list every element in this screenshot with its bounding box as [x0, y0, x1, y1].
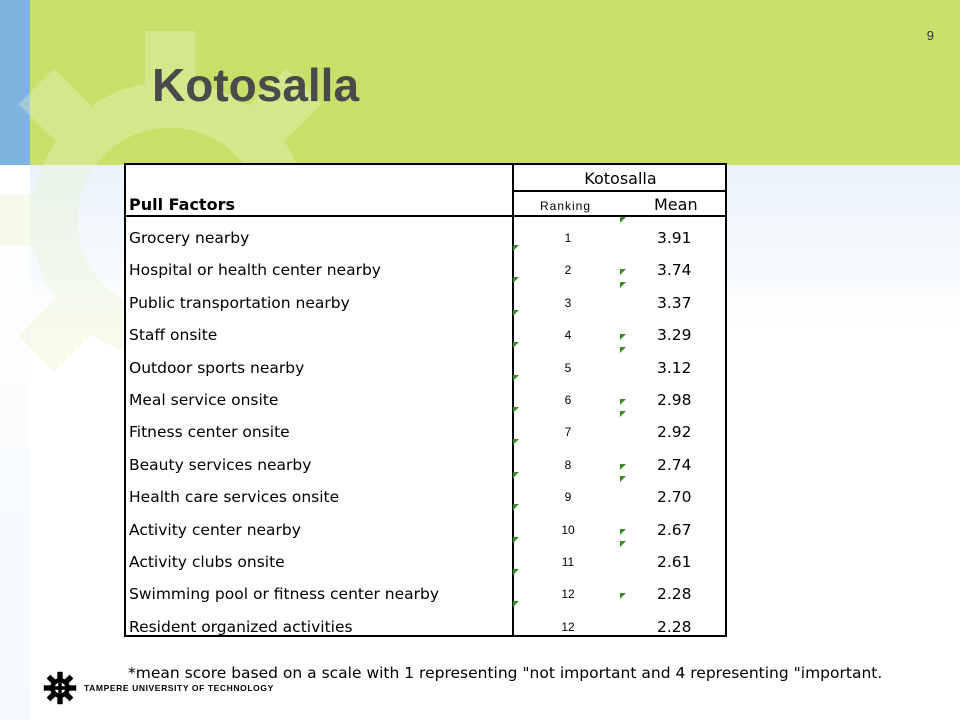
table-row: Swimming pool or fitness center nearby 12…: [126, 579, 725, 611]
mean-cell: 2.92: [657, 423, 692, 442]
ranking-column-header: Ranking: [540, 199, 592, 213]
table-row: Activity center nearby 10 2.67: [126, 515, 725, 547]
footnote: *mean score based on a scale with 1 repr…: [128, 664, 883, 682]
table-row: Staff onsite 4 3.29: [126, 320, 725, 352]
cell-marker-icon: [513, 407, 519, 413]
mean-cell: 2.98: [657, 391, 692, 409]
cell-marker-icon: [620, 528, 626, 535]
mean-cell: 2.61: [657, 553, 692, 571]
ranking-cell: 12: [561, 619, 575, 634]
table-row: Meal service onsite 6 2.98: [126, 385, 725, 417]
cell-marker-icon: [620, 541, 626, 547]
mean-cell: 2.74: [657, 455, 692, 474]
factor-cell: Resident organized activities: [129, 617, 353, 636]
table-row: Health care services onsite 9 2.70: [126, 476, 725, 514]
factor-cell: Grocery nearby: [129, 229, 250, 247]
cell-marker-icon: [513, 471, 519, 478]
factor-cell: Beauty services nearby: [129, 455, 312, 474]
table-row: Fitness center onsite 7 2.92: [126, 411, 725, 449]
university-name: TAMPERE UNIVERSITY OF TECHNOLOGY: [84, 683, 274, 693]
factor-cell: Staff onsite: [129, 326, 218, 345]
table-row: Activity clubs onsite 11 2.61: [126, 541, 725, 579]
slide-number: 9: [926, 28, 934, 43]
factor-cell: Meal service onsite: [129, 391, 279, 409]
group-header: Kotosalla: [514, 165, 727, 192]
factor-cell: Activity center nearby: [129, 520, 301, 539]
mean-cell: 3.91: [657, 229, 692, 247]
slide-title: Kotosalla: [152, 59, 360, 111]
factor-cell: Hospital or health center nearby: [129, 261, 381, 280]
ranking-cell: 9: [564, 490, 572, 505]
ranking-cell: 6: [564, 393, 572, 407]
cell-marker-icon: [513, 439, 519, 446]
cell-marker-icon: [620, 334, 626, 341]
cell-marker-icon: [513, 245, 519, 251]
side-stripe: [0, 0, 30, 165]
mean-column-header: Mean: [654, 195, 698, 214]
mean-cell: 2.28: [657, 617, 692, 636]
side-stripe-lower: [0, 165, 30, 720]
ranking-cell: 11: [561, 555, 575, 569]
mean-cell: 2.67: [657, 520, 692, 539]
cell-marker-icon: [620, 269, 626, 276]
cell-marker-icon: [620, 476, 626, 483]
cell-marker-icon: [620, 346, 626, 353]
column-divider: [512, 165, 514, 635]
cell-marker-icon: [513, 342, 519, 349]
factor-cell: Swimming pool or fitness center nearby: [129, 585, 440, 604]
cell-marker-icon: [620, 217, 626, 223]
mean-cell: 2.70: [657, 488, 692, 507]
ranking-cell: 2: [564, 263, 572, 278]
factor-column-header: Pull Factors: [129, 195, 235, 214]
ranking-cell: 5: [564, 360, 572, 375]
ranking-cell: 12: [561, 587, 575, 602]
cell-marker-icon: [513, 277, 519, 284]
ranking-cell: 4: [564, 328, 572, 343]
cell-marker-icon: [513, 601, 519, 608]
ranking-cell: 7: [564, 425, 572, 440]
table-row: Grocery nearby 1 3.91: [126, 217, 725, 255]
factor-cell: Activity clubs onsite: [129, 553, 285, 571]
factor-cell: Fitness center onsite: [129, 423, 290, 442]
ranking-cell: 10: [561, 522, 575, 537]
mean-cell: 3.12: [657, 358, 692, 377]
table-row: Public transportation nearby 3 3.37: [126, 281, 725, 320]
ranking-cell: 3: [564, 295, 572, 310]
cell-marker-icon: [513, 504, 519, 511]
factor-cell: Outdoor sports nearby: [129, 358, 305, 377]
table-row: Resident organized activities 12 2.28: [126, 612, 725, 644]
table-row: Hospital or health center nearby 2 3.74: [126, 255, 725, 287]
cell-marker-icon: [620, 399, 626, 405]
mean-cell: 3.29: [657, 326, 692, 345]
table-row: Beauty services nearby 8 2.74: [126, 450, 725, 482]
pull-factors-table: Kotosalla Pull Factors Ranking Mean Groc…: [124, 163, 727, 637]
cell-marker-icon: [620, 411, 626, 418]
cell-marker-icon: [513, 569, 519, 575]
cell-marker-icon: [513, 536, 519, 543]
mean-cell: 3.37: [657, 293, 692, 312]
cell-marker-icon: [620, 593, 626, 600]
cell-marker-icon: [620, 463, 626, 470]
cell-marker-icon: [513, 309, 519, 316]
header-band: [0, 0, 960, 165]
table-row: Outdoor sports nearby 5 3.12: [126, 346, 725, 385]
ranking-cell: 1: [564, 231, 572, 245]
header-rule: [126, 215, 725, 217]
tut-gear-logo-icon: [43, 671, 77, 705]
factor-cell: Health care services onsite: [129, 488, 340, 507]
mean-cell: 2.28: [657, 585, 692, 604]
cell-marker-icon: [513, 374, 519, 381]
mean-cell: 3.74: [657, 261, 692, 280]
ranking-cell: 8: [564, 457, 572, 472]
cell-marker-icon: [620, 281, 626, 288]
factor-cell: Public transportation nearby: [129, 293, 350, 312]
